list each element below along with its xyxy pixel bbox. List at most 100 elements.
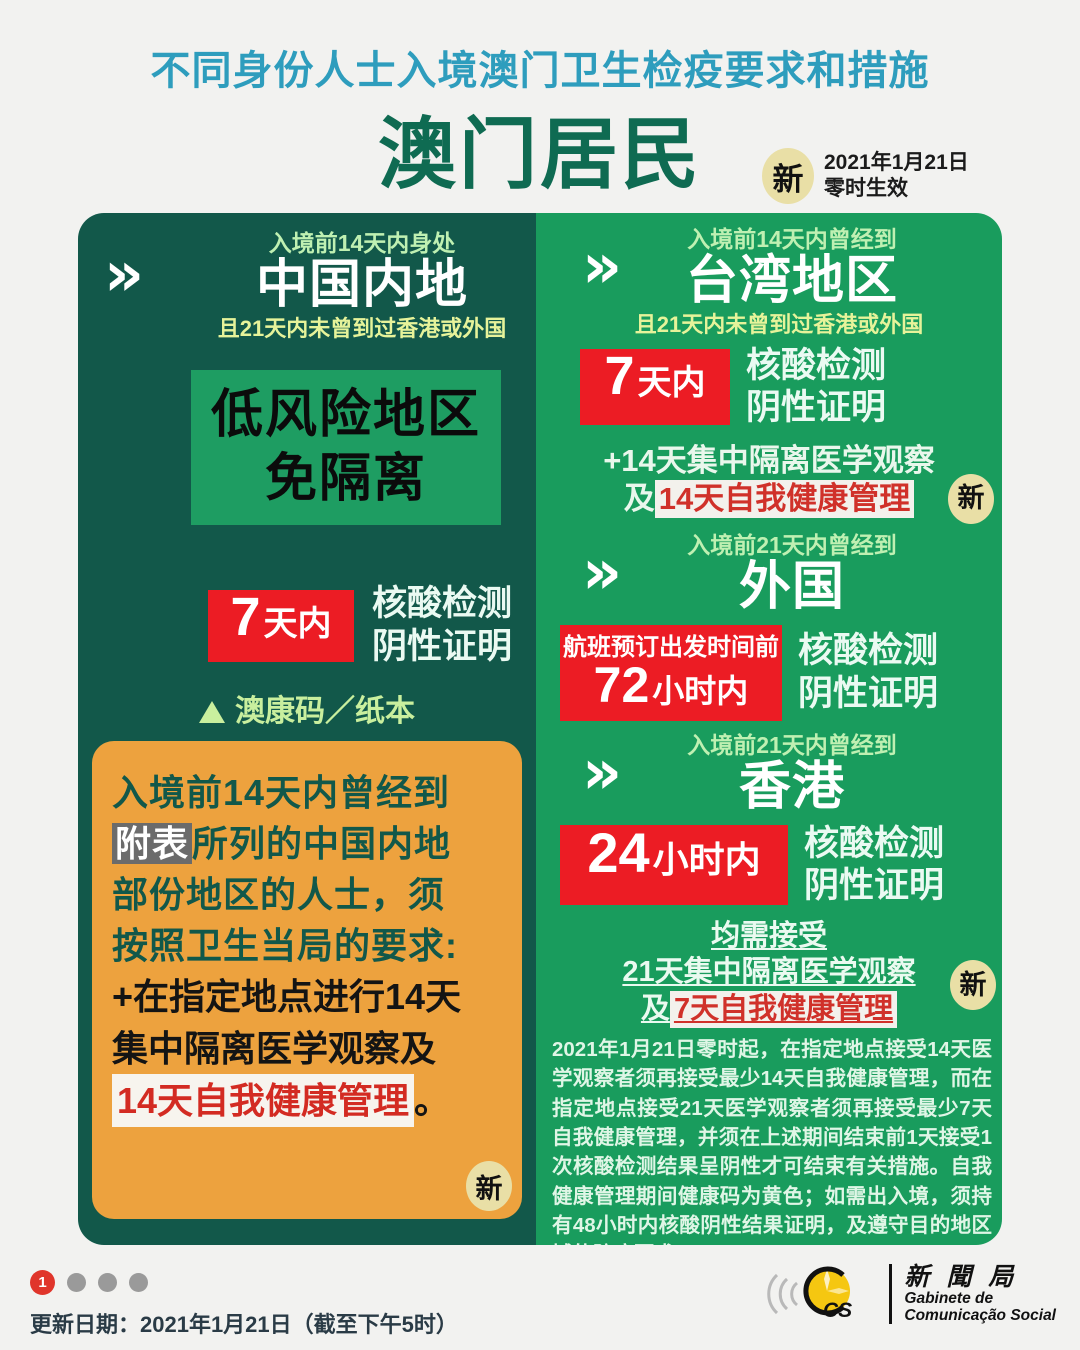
appendix-line3: 部份地区的人士，须 bbox=[112, 874, 446, 916]
hongkong-header: » 入境前21天内曾经到 香港 bbox=[536, 732, 1002, 817]
effective-date-line1: 2021年1月21日 bbox=[824, 151, 969, 175]
hongkong-time-chip: 24 小时内 bbox=[560, 821, 788, 906]
taiwan-pcr-line1: 核酸检测 bbox=[746, 345, 887, 385]
hongkong-pcr-line2: 阴性证明 bbox=[804, 866, 945, 906]
measures-highlight: 14天自我健康管理 bbox=[112, 1073, 415, 1127]
foreign-pcr-text: 核酸检测 阴性证明 bbox=[798, 630, 938, 715]
mainland-pcr-line1: 核酸检测 bbox=[372, 584, 513, 623]
page-dot-2[interactable] bbox=[67, 1273, 86, 1292]
foreign-header: » 入境前21天内曾经到 外国 bbox=[536, 532, 1002, 617]
taiwan-chip-number: 7 bbox=[604, 346, 635, 407]
appendix-area-box: 入境前14天内曾经到 附表所列的中国内地 部份地区的人士，须 按照卫生当局的要求… bbox=[92, 741, 522, 1219]
other-regions-column: » 入境前14天内曾经到 台湾地区 且21天内未曾到过香港或外国 7 天内 核酸… bbox=[536, 213, 1002, 1245]
low-risk-box: 低风险地区 免隔离 bbox=[191, 370, 501, 525]
measures-period: 。 bbox=[414, 1079, 451, 1121]
mainland-subnote: 且21天内未曾到过香港或外国 bbox=[217, 315, 507, 341]
foreign-chip-unit: 小时内 bbox=[652, 673, 749, 710]
appendix-line2: 所列的中国内地 bbox=[192, 823, 452, 865]
effective-date-line2: 零时生效 bbox=[824, 177, 908, 200]
appendix-highlight[interactable]: 附表 bbox=[112, 823, 193, 865]
taiwan-chip-unit: 天内 bbox=[637, 364, 706, 403]
foreign-pcr-group: 航班预订出发时间前 72 小时内 核酸检测 阴性证明 bbox=[536, 624, 1002, 721]
taiwan-plus-prefix: 及 bbox=[623, 480, 655, 516]
taiwan-place: 台湾地区 bbox=[685, 252, 898, 311]
all-requirements-highlight: 7天自我健康管理 bbox=[669, 990, 898, 1028]
appendix-measures: +在指定地点进行14天 集中隔离医学观察及 14天自我健康管理。 bbox=[112, 971, 502, 1127]
foreign-time-chip: 航班预订出发时间前 72 小时内 bbox=[560, 624, 782, 721]
mainland-kicker: 入境前14天内身处 bbox=[268, 230, 456, 256]
hongkong-chip-unit: 小时内 bbox=[652, 839, 761, 881]
page-title: 澳门居民 bbox=[377, 110, 702, 198]
hongkong-kicker: 入境前21天内曾经到 bbox=[687, 732, 897, 758]
hongkong-pcr-line1: 核酸检测 bbox=[804, 823, 945, 863]
foreign-place: 外国 bbox=[738, 558, 845, 617]
appendix-line4: 按照卫生当局的要求: bbox=[112, 925, 458, 967]
mainland-pcr-group: 7 天内 核酸检测 阴性证明 bbox=[208, 583, 512, 668]
double-chevron-icon: » bbox=[582, 735, 622, 808]
page-dot-1[interactable]: 1 bbox=[30, 1270, 55, 1295]
mainland-chip-unit: 天内 bbox=[263, 604, 332, 643]
appendix-line1: 入境前14天内曾经到 bbox=[112, 772, 451, 813]
mainland-place: 中国内地 bbox=[255, 256, 468, 315]
hongkong-pcr-group: 24 小时内 核酸检测 阴性证明 bbox=[536, 823, 1002, 908]
taiwan-subnote: 且21天内未曾到过香港或外国 bbox=[634, 311, 924, 337]
content-panel: » 入境前14天内身处 中国内地 且21天内未曾到过香港或外国 低风险地区 免隔… bbox=[78, 213, 1002, 1245]
double-chevron-icon: » bbox=[582, 535, 622, 608]
all-requirements-line1: 均需接受 bbox=[710, 919, 827, 952]
taiwan-plus-line2: 及 14天自我健康管理 新 bbox=[536, 473, 1002, 524]
page-dot-3[interactable] bbox=[98, 1273, 117, 1292]
taiwan-time-chip: 7 天内 bbox=[580, 346, 730, 426]
mainland-chip-number: 7 bbox=[230, 586, 261, 647]
foreign-section: » 入境前21天内曾经到 外国 航班预订出发时间前 72 小时内 核酸检测 阴 bbox=[536, 532, 1002, 721]
all-requirements: 均需接受 21天集中隔离医学观察 及 7天自我健康管理 新 bbox=[536, 918, 1002, 1028]
measures-line1: +在指定地点进行14天 bbox=[112, 976, 462, 1018]
taiwan-new-badge-icon: 新 bbox=[948, 473, 994, 524]
triangle-bullet-icon bbox=[199, 701, 225, 723]
foreign-pcr-line1: 核酸检测 bbox=[798, 630, 939, 670]
hongkong-place: 香港 bbox=[738, 758, 845, 817]
footer: 1 更新日期：2021年1月21日（截至下午5时） CS bbox=[0, 1245, 1080, 1350]
gcs-logo-pt-line1: Gabinete de bbox=[904, 1289, 994, 1307]
page-subtitle: 不同身份人士入境澳门卫生检疫要求和措施 bbox=[150, 49, 930, 93]
page-dots[interactable]: 1 bbox=[30, 1270, 148, 1295]
appendix-paragraph: 入境前14天内曾经到 附表所列的中国内地 部份地区的人士，须 按照卫生当局的要求… bbox=[112, 767, 502, 971]
effective-date-text: 2021年1月21日 零时生效 bbox=[824, 150, 969, 201]
mainland-header: » 入境前14天内身处 中国内地 且21天内未曾到过香港或外国 bbox=[104, 230, 524, 341]
hongkong-section: » 入境前21天内曾经到 香港 24 小时内 核酸检测 阴性证明 均需接受 bbox=[536, 732, 1002, 1028]
orange-new-badge-icon: 新 bbox=[466, 1161, 512, 1211]
low-risk-line2: 免隔离 bbox=[264, 449, 427, 508]
hongkong-new-badge-icon: 新 bbox=[950, 959, 996, 1010]
taiwan-pcr-text: 核酸检测 阴性证明 bbox=[746, 345, 886, 430]
mainland-time-chip: 7 天内 bbox=[208, 586, 354, 662]
taiwan-header: » 入境前14天内曾经到 台湾地区 且21天内未曾到过香港或外国 bbox=[536, 226, 1002, 337]
gcs-logo-text: 新 聞 局 Gabinete de Comunicação Social bbox=[889, 1262, 1056, 1325]
gcs-emblem-icon: CS bbox=[767, 1266, 853, 1322]
foreign-chip-caption: 航班预订出发时间前 bbox=[563, 633, 779, 661]
double-chevron-icon: » bbox=[582, 229, 622, 302]
gcs-logo-mark-icon: CS bbox=[761, 1263, 879, 1325]
taiwan-pcr-group: 7 天内 核酸检测 阴性证明 bbox=[536, 345, 1002, 430]
taiwan-kicker: 入境前14天内曾经到 bbox=[687, 226, 897, 252]
mainland-china-column: » 入境前14天内身处 中国内地 且21天内未曾到过香港或外国 低风险地区 免隔… bbox=[78, 213, 536, 1245]
health-code-note: 澳康码／纸本 bbox=[78, 686, 536, 730]
gcs-logo-pt-line2: Comunicação Social bbox=[904, 1307, 1056, 1325]
all-requirements-line2: 21天集中隔离医学观察 bbox=[622, 956, 916, 989]
measures-line2: 集中隔离医学观察及 bbox=[112, 1027, 437, 1069]
gcs-logo: CS 新 聞 局 Gabinete de Comunicação Social bbox=[761, 1263, 1056, 1325]
header: 不同身份人士入境澳门卫生检疫要求和措施 澳门居民 新 2021年1月21日 零时… bbox=[0, 0, 1080, 213]
page-dot-4[interactable] bbox=[129, 1273, 148, 1292]
effective-date-group: 新 2021年1月21日 零时生效 bbox=[762, 148, 969, 204]
svg-text:CS: CS bbox=[823, 1299, 852, 1322]
all-requirements-line3: 及 7天自我健康管理 bbox=[536, 990, 1002, 1028]
new-badge-icon: 新 bbox=[762, 148, 814, 204]
foreign-chip-number: 72 bbox=[593, 657, 650, 714]
foreign-pcr-line2: 阴性证明 bbox=[798, 673, 939, 713]
double-chevron-icon: » bbox=[104, 237, 144, 310]
health-code-note-text: 澳康码／纸本 bbox=[235, 695, 415, 728]
taiwan-plus-highlight: 14天自我健康管理 bbox=[654, 479, 915, 518]
update-date: 更新日期：2021年1月21日（截至下午5时） bbox=[30, 1312, 458, 1337]
fineprint-note: 2021年1月21日零时起，在指定地点接受14天医学观察者须再接受最少14天自我… bbox=[552, 1038, 992, 1245]
gcs-logo-cn: 新 聞 局 bbox=[904, 1262, 1019, 1291]
hongkong-chip-number: 24 bbox=[587, 821, 650, 885]
